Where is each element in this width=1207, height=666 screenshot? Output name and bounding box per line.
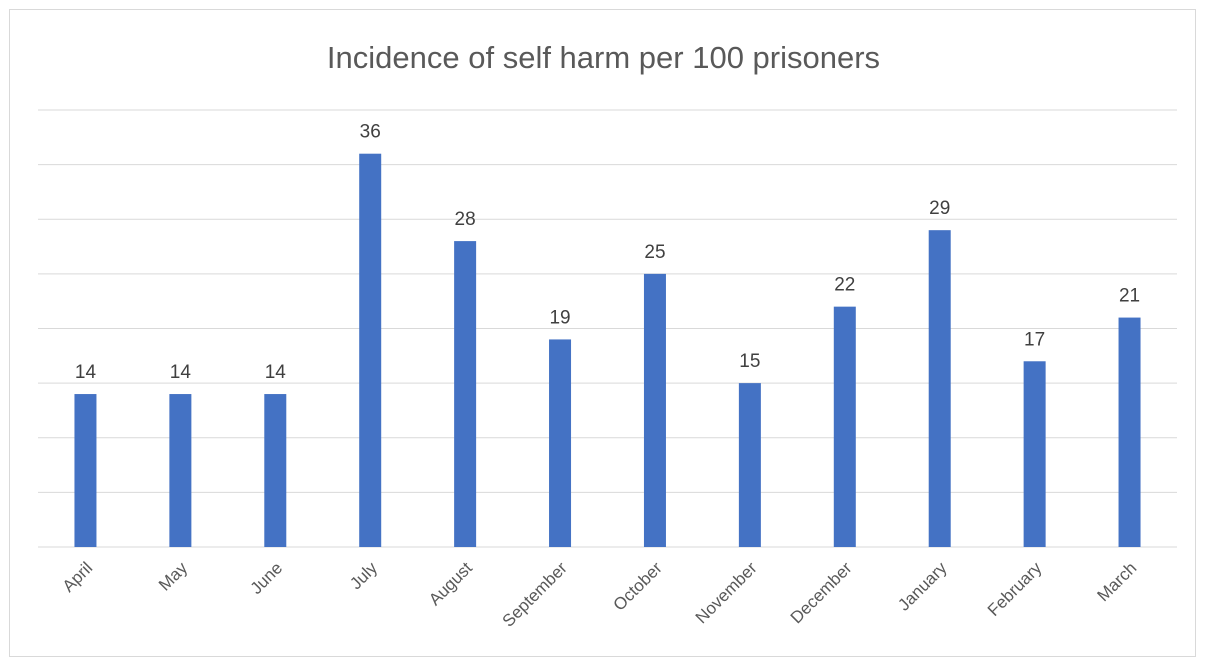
bar-april: [74, 394, 97, 547]
data-label-november: 15: [739, 351, 760, 372]
category-label-september: September: [499, 558, 571, 630]
bar-december: [833, 306, 856, 547]
data-label-december: 22: [834, 275, 855, 296]
bar-october: [643, 273, 666, 547]
data-label-may: 14: [170, 362, 192, 383]
data-label-march: 21: [1119, 286, 1140, 307]
category-label-august: August: [425, 558, 476, 609]
bar-june: [264, 394, 287, 547]
bar-september: [549, 339, 572, 547]
category-label-may: May: [155, 558, 191, 594]
category-label-june: June: [247, 558, 287, 598]
bar-july: [359, 153, 382, 547]
data-label-june: 14: [265, 362, 287, 383]
data-label-february: 17: [1024, 329, 1045, 350]
data-label-october: 25: [644, 242, 665, 263]
category-label-october: October: [610, 558, 666, 614]
bar-august: [454, 241, 477, 547]
bar-march: [1118, 317, 1141, 547]
bar-november: [738, 383, 761, 547]
chart-frame: [9, 9, 1196, 657]
gridlines: [38, 109, 1177, 548]
bars: [74, 153, 1141, 548]
data-label-september: 19: [549, 307, 570, 328]
category-label-february: February: [984, 558, 1046, 620]
chart-title: Incidence of self harm per 100 prisoners: [326, 40, 881, 75]
category-labels: April May June July August September October No…: [59, 558, 1141, 631]
data-labels: 14 14 14 36 28 19 25 15 22 29 17 21: [75, 122, 1140, 383]
category-label-march: March: [1094, 558, 1141, 605]
bar-february: [1023, 361, 1046, 547]
category-label-november: November: [692, 558, 761, 627]
data-label-april: 14: [75, 362, 97, 383]
data-label-july: 36: [360, 122, 381, 143]
category-label-january: January: [894, 558, 951, 615]
bar-january: [928, 230, 951, 548]
category-label-july: July: [346, 558, 381, 593]
category-label-december: December: [787, 558, 856, 627]
bar-may: [169, 394, 192, 547]
data-label-august: 28: [455, 209, 476, 230]
category-label-april: April: [59, 558, 96, 595]
data-label-january: 29: [929, 198, 950, 219]
